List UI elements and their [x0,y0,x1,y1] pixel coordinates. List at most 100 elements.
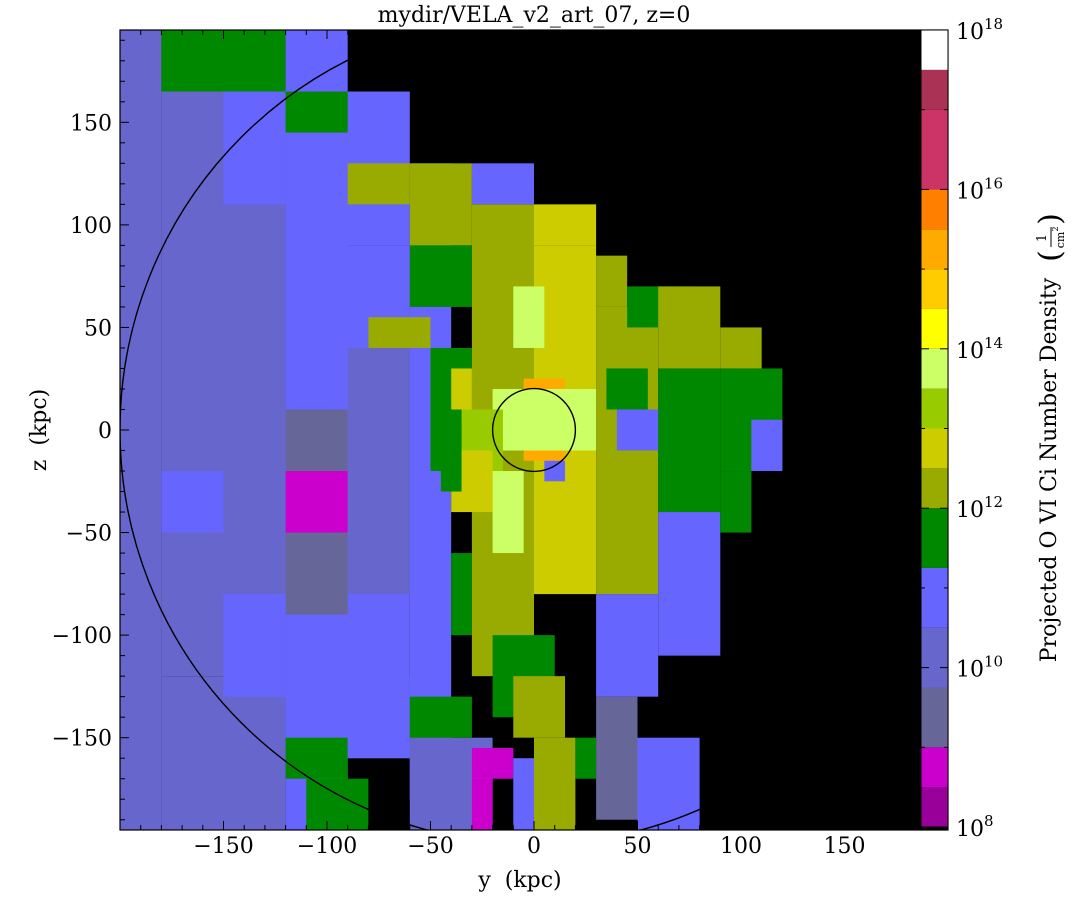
unit-exponent: 2 [1051,226,1060,231]
heatmap-cell [492,471,524,554]
colorbar: 108 1010 1012 1014 1016 1018 [920,15,1003,842]
heatmap-cell [658,368,721,513]
colorbar-tick-label: 1010 [956,653,1003,683]
y-axis-label: z (kpc) [27,389,52,471]
heatmap-cell [440,430,462,492]
colorbar-ticks: 108 1010 1012 1014 1016 1018 [921,15,1003,842]
y-tick-label: 0 [98,419,112,444]
colorbar-unit: ( 1 cm 2 ) [1033,213,1068,262]
heatmap-cell [306,778,369,830]
colorbar-band [921,627,948,688]
heatmap-cell [347,163,410,205]
heatmap-cell [409,245,472,307]
heatmap-cell [637,737,700,830]
heatmap-cell [368,317,431,348]
colorbar-band [921,269,948,309]
heatmap-cell [161,676,286,830]
heatmap-cell [471,163,534,205]
heatmap-cell [596,594,659,697]
heatmap-cell [658,512,721,656]
colorbar-band [921,229,948,270]
heatmap-cell [606,368,648,410]
heatmap-cell [471,747,514,779]
x-tick-label: −150 [193,834,253,859]
colorbar-band [921,189,948,230]
heatmap-cell [658,286,721,369]
colorbar-band [921,567,948,628]
colorbar-band [921,69,948,110]
heatmap-cell [223,491,286,595]
colorbar-tick-label: 108 [956,812,994,842]
x-tick-label: 100 [720,834,762,859]
heatmap-cell [720,471,752,533]
y-axis-ticks: −150 −100 −50 0 50 100 150 [52,39,948,821]
colorbar-band [921,428,948,469]
heatmap-cell [596,255,628,307]
x-axis-label: y (kpc) [477,868,561,893]
unit-denominator: cm [1054,231,1067,248]
y-tick-label: 150 [70,111,112,136]
heatmap-cell [513,676,566,738]
colorbar-tick-label: 1014 [956,334,1003,364]
x-tick-label: 150 [824,834,866,859]
heatmap-cell [409,696,472,738]
heatmap-cell [451,368,472,410]
unit-left-paren: ( [1033,250,1068,262]
heatmap-cell [409,163,472,246]
heatmap-cell [492,388,597,451]
colorbar-band [921,687,948,748]
colorbar-bands [921,30,948,827]
colorbar-band [921,348,948,389]
colorbar-band [921,508,948,568]
colorbar-label-group: Projected O VI Ci Number Density ( 1 cm … [1033,213,1068,662]
plot-area: −150 −100 −50 0 50 100 150 −150 −100 −50 0 50 100 15… [52,29,949,859]
radius-circle [491,387,577,473]
x-tick-label: −100 [297,834,357,859]
heatmap-cell [751,419,783,472]
colorbar-label: Projected O VI Ci Number Density [1037,277,1062,662]
colorbar-tick-label: 1012 [956,493,1003,523]
heatmap-cell [161,471,224,533]
colorbar-band [921,468,948,509]
heatmap-cell [347,347,410,595]
heatmap-cell [223,91,286,205]
colorbar-band [921,109,948,190]
heatmap-cell [513,758,534,830]
colorbar-tick-label: 1018 [956,15,1003,45]
colorbar-band [921,787,948,827]
y-tick-label: 100 [70,214,112,239]
heatmap-cell [451,553,472,636]
heatmap-cell [534,737,576,830]
x-axis-ticks: −150 −100 −50 0 50 100 150 [140,30,928,859]
heatmap-cell [720,327,762,369]
heatmap-cell [223,594,286,697]
colorbar-band [921,388,948,429]
heatmap-cell [471,778,493,830]
heatmap-cell [513,286,545,348]
heatmap-cell [575,737,597,779]
radius-circles [120,30,948,830]
colorbar-band [921,747,948,788]
heatmap-cell [544,460,566,482]
heatmap-cell [285,91,348,133]
y-tick-label: 50 [84,316,112,341]
x-tick-label: 0 [527,834,541,859]
heatmap-cell [347,676,410,759]
y-tick-label: −150 [52,727,112,752]
heatmap-cell [285,532,348,615]
y-tick-label: −100 [52,624,112,649]
colorbar-band [921,30,948,70]
heatmap-cell [616,409,659,451]
chart-title: mydir/VELA_v2_art_07, z=0 [378,3,691,28]
x-tick-label: 50 [624,834,652,859]
heatmap-cell [596,696,638,820]
unit-right-paren: ) [1033,213,1068,225]
colorbar-tick-label: 1016 [956,174,1003,204]
unit-numerator: 1 [1035,234,1050,242]
heatmap-cell [161,30,286,92]
colorbar-band [921,308,948,349]
heatmap-cell [285,471,348,533]
heatmap-cells [120,30,783,830]
y-tick-label: −50 [66,522,112,547]
